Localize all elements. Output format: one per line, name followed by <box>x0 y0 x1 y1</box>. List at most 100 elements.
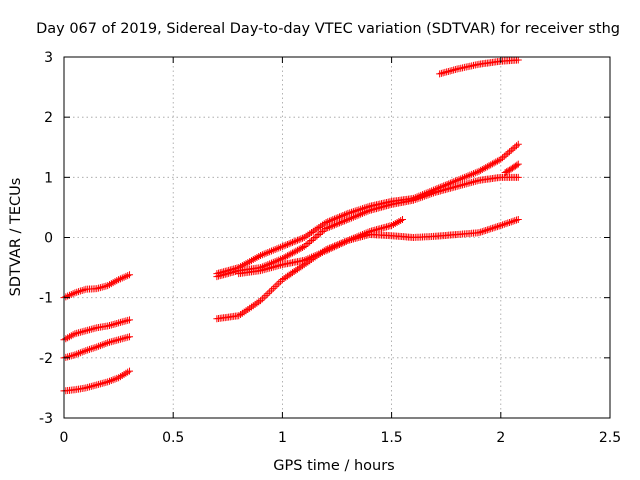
data-point-marker <box>504 167 512 175</box>
data-point-marker <box>122 272 130 280</box>
data-point-marker <box>118 371 126 379</box>
data-point-marker <box>262 265 270 273</box>
data-point-marker <box>497 155 505 163</box>
data-point-marker <box>104 378 112 386</box>
data-point-marker <box>255 298 263 306</box>
data-point-marker <box>511 217 519 225</box>
data-point-marker <box>273 281 281 289</box>
x-tick-label: 1 <box>278 430 287 446</box>
data-point-marker <box>513 161 521 169</box>
data-point-marker <box>500 152 508 160</box>
data-point-marker <box>115 336 123 344</box>
data-point-marker <box>342 237 350 245</box>
data-point-marker <box>122 369 130 377</box>
data-point-marker <box>468 178 476 186</box>
data-point-marker <box>73 329 81 337</box>
data-point-marker <box>324 224 332 232</box>
data-point-marker <box>111 278 119 286</box>
data-point-marker <box>269 246 277 254</box>
data-point-marker <box>64 353 72 361</box>
data-point-marker <box>106 377 113 385</box>
data-point-marker <box>98 379 106 387</box>
data-point-marker <box>266 288 274 296</box>
y-tick-label: 3 <box>44 50 53 66</box>
data-point-marker <box>464 172 472 180</box>
data-point-marker <box>495 222 503 230</box>
data-point-marker <box>466 179 474 187</box>
data-point-marker <box>235 312 243 320</box>
data-point-marker <box>497 221 505 229</box>
data-point-marker <box>428 190 436 198</box>
y-tick-label: 2 <box>44 110 53 126</box>
data-point-marker <box>308 253 316 261</box>
data-point-marker <box>334 214 342 222</box>
data-point-marker <box>91 324 99 332</box>
data-point-marker <box>84 346 92 354</box>
data-point-marker <box>120 317 128 325</box>
data-point-marker <box>514 215 522 223</box>
data-point-marker <box>111 337 119 345</box>
data-point-marker <box>480 227 488 235</box>
data-point-marker <box>113 277 121 285</box>
data-point-marker <box>126 271 134 279</box>
data-point-marker <box>360 230 368 238</box>
data-point-marker <box>504 149 512 157</box>
data-point-marker <box>67 352 75 360</box>
data-point-marker <box>82 384 90 392</box>
data-point-marker <box>357 231 365 239</box>
data-point-marker <box>124 333 132 341</box>
data-point-marker <box>69 351 77 359</box>
data-point-marker <box>344 215 352 223</box>
data-point-marker <box>324 246 332 254</box>
data-point-marker <box>102 282 110 290</box>
data-point-marker <box>246 304 254 312</box>
data-point-marker <box>327 222 335 230</box>
data-point-marker <box>116 335 124 343</box>
data-point-marker <box>342 216 350 224</box>
data-point-marker <box>264 249 272 257</box>
data-point-marker <box>118 335 126 343</box>
data-point-marker <box>459 174 467 182</box>
data-point-marker <box>107 338 115 346</box>
data-point-marker <box>244 259 252 267</box>
data-point-marker <box>470 170 477 178</box>
data-point-marker <box>315 223 323 231</box>
data-point-marker <box>116 318 124 326</box>
data-point-marker <box>107 321 115 329</box>
data-point-marker <box>318 221 326 229</box>
data-point-marker <box>309 252 317 260</box>
data-point-marker <box>318 248 326 256</box>
data-point-marker <box>300 256 308 264</box>
data-point-marker <box>113 336 121 344</box>
data-point-marker <box>325 217 333 225</box>
data-point-marker <box>264 265 272 273</box>
data-point-marker <box>247 257 255 265</box>
data-point-marker <box>273 262 281 270</box>
data-point-marker <box>346 236 354 244</box>
data-point-marker <box>257 297 265 305</box>
data-point-marker <box>80 347 88 355</box>
y-tick-label: -1 <box>39 291 53 307</box>
y-tick-label: -2 <box>39 351 53 367</box>
data-point-marker <box>351 234 359 241</box>
data-point-marker <box>487 225 495 233</box>
data-point-marker <box>84 326 92 334</box>
data-point-marker <box>511 143 519 151</box>
data-point-marker <box>509 145 517 153</box>
data-point-marker <box>507 146 515 154</box>
data-point-marker <box>507 218 515 226</box>
data-point-marker <box>120 334 128 342</box>
data-point-marker <box>64 334 72 342</box>
data-point-marker <box>80 286 88 294</box>
data-point-marker <box>122 317 130 325</box>
data-point-marker <box>104 339 112 347</box>
data-point-marker <box>109 279 117 287</box>
x-tick-label: 2 <box>496 430 505 446</box>
data-point-marker <box>75 288 83 296</box>
data-point-marker <box>322 218 330 226</box>
data-point-marker <box>329 216 337 224</box>
data-point-marker <box>104 282 112 290</box>
data-point-marker <box>358 230 366 238</box>
data-point-marker <box>71 330 79 338</box>
data-point-marker <box>109 320 117 328</box>
